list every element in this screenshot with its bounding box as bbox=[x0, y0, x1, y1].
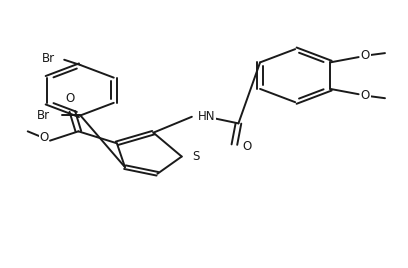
Text: O: O bbox=[361, 49, 370, 62]
Text: O: O bbox=[361, 89, 370, 102]
Text: O: O bbox=[40, 132, 49, 144]
Text: HN: HN bbox=[198, 110, 215, 123]
Text: S: S bbox=[192, 150, 199, 163]
Text: O: O bbox=[242, 140, 252, 153]
Text: Br: Br bbox=[37, 109, 50, 122]
Text: O: O bbox=[66, 92, 75, 105]
Text: Br: Br bbox=[42, 52, 55, 65]
